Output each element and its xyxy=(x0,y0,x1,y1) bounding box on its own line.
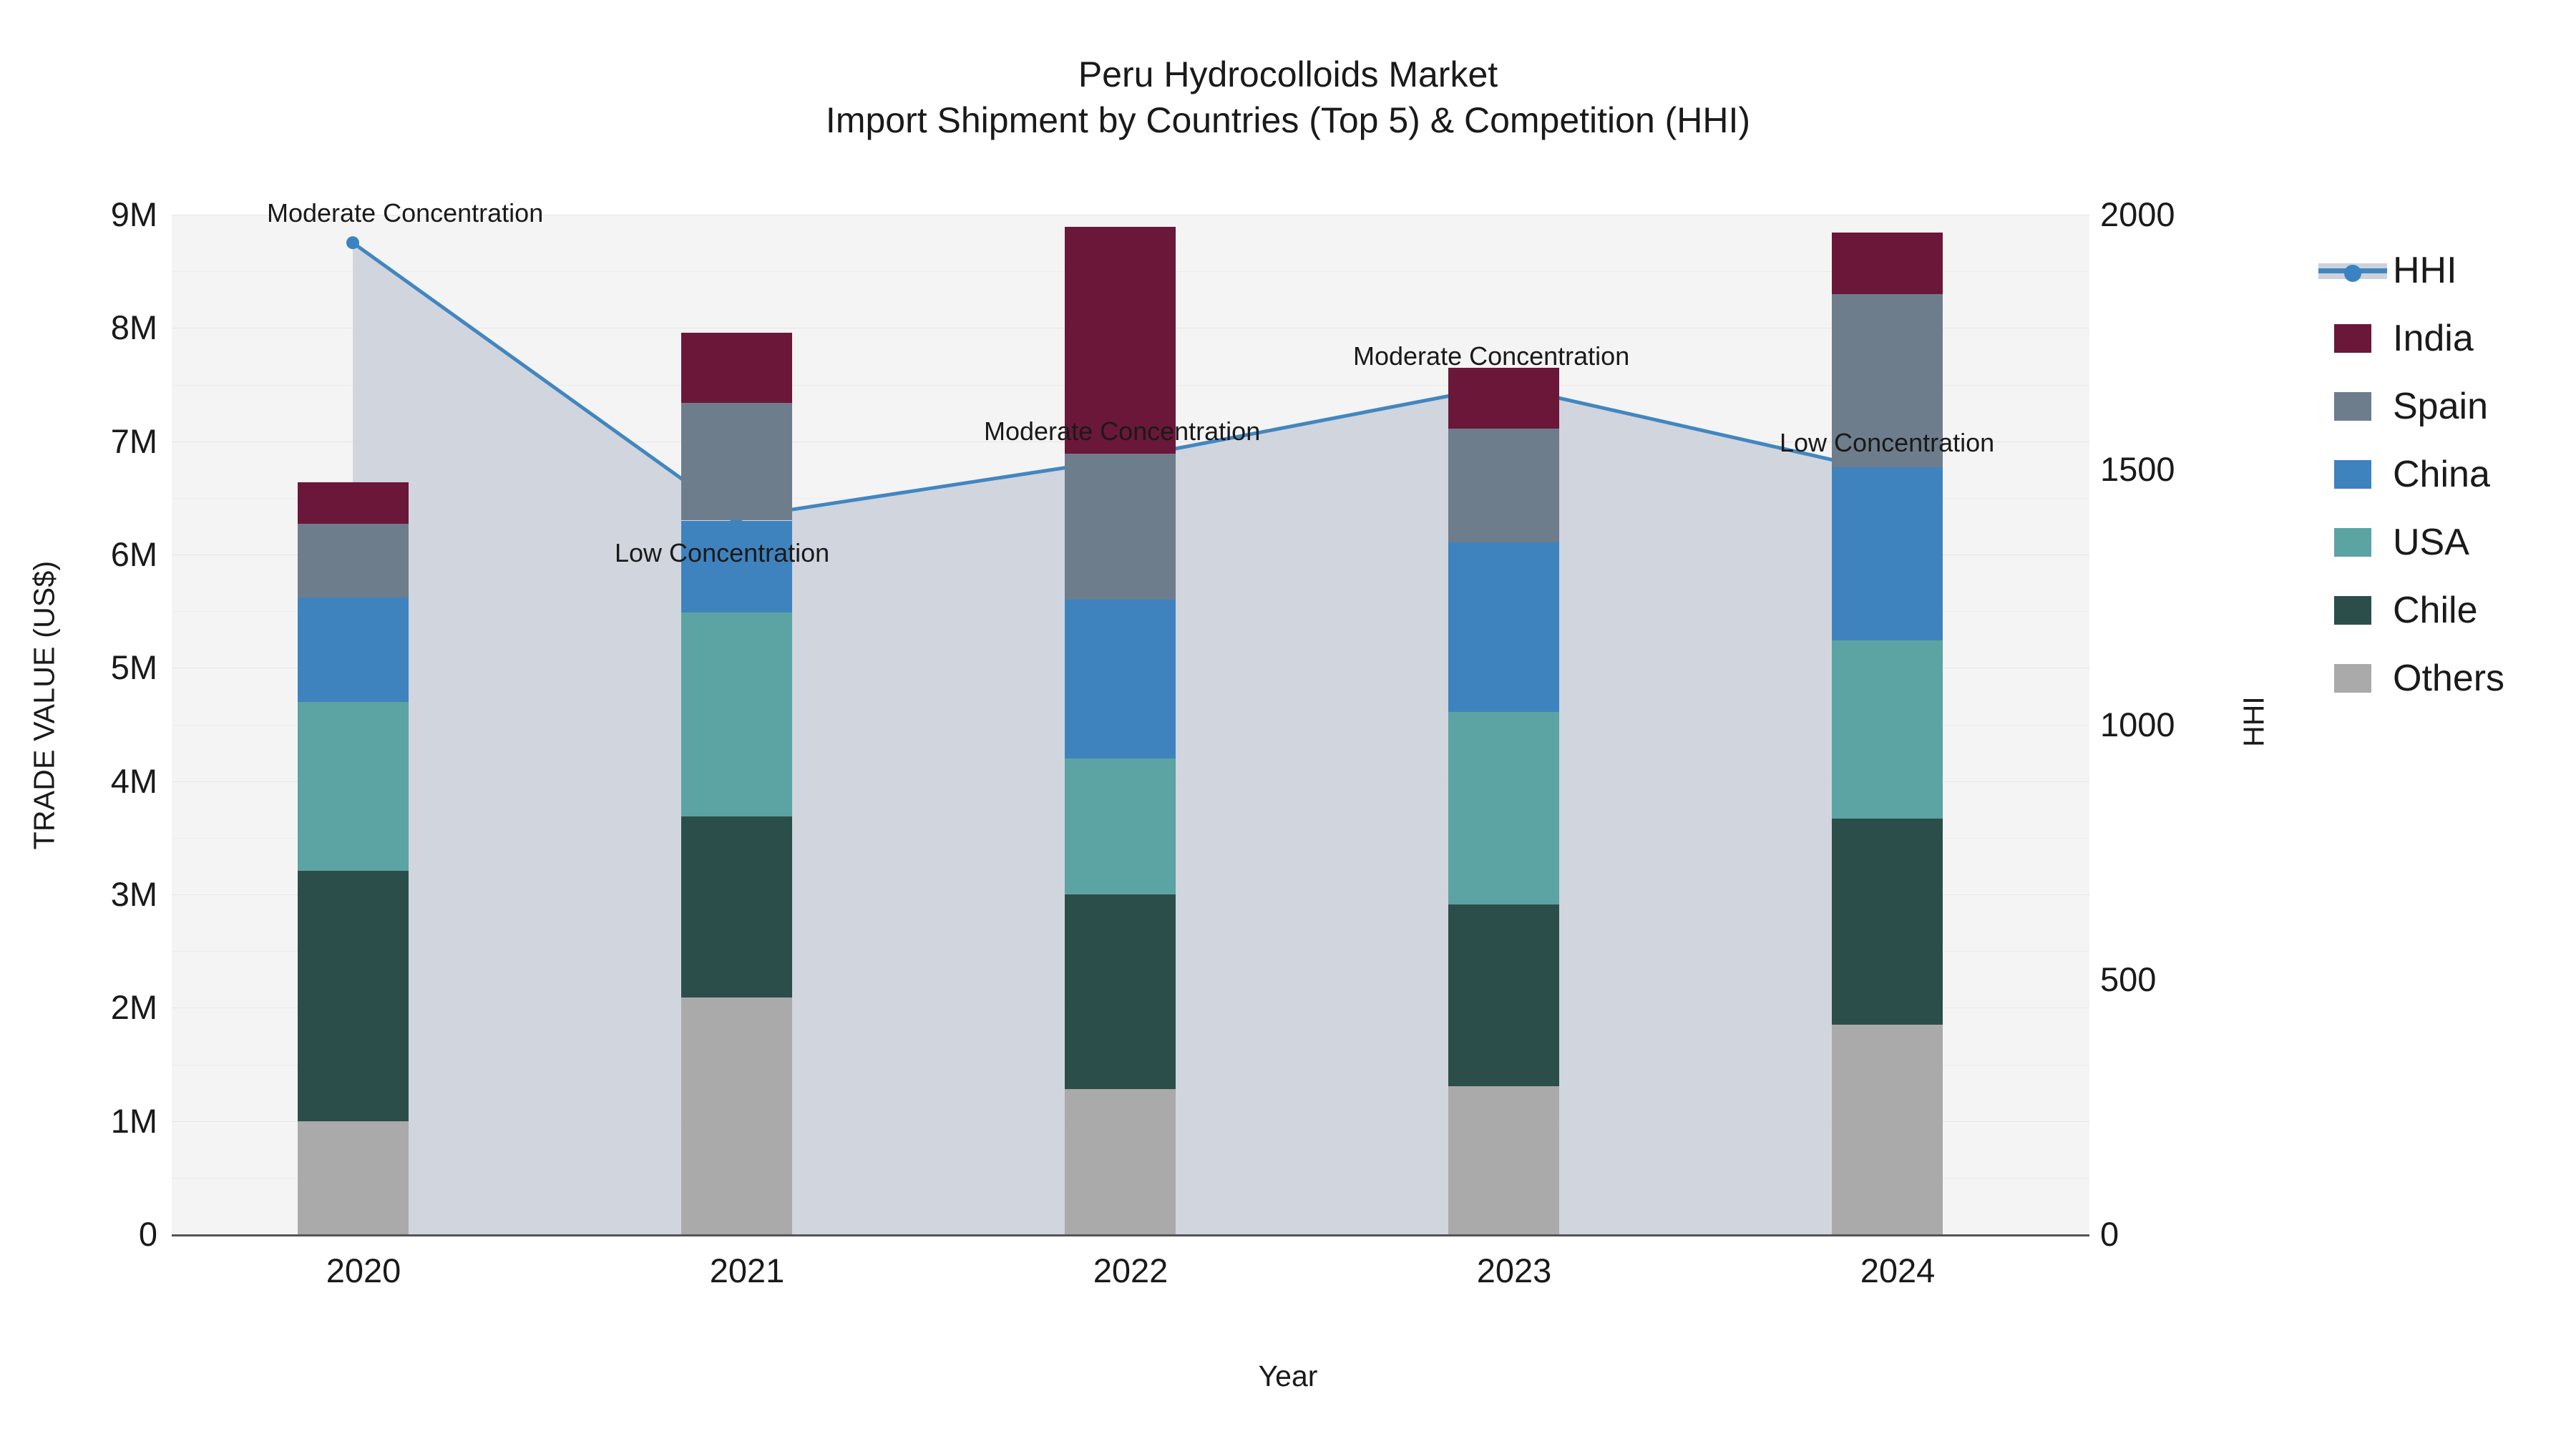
y-axis-right-title: HHI xyxy=(2237,696,2270,747)
bar-segment-china[interactable] xyxy=(1448,542,1559,713)
plot-area xyxy=(172,215,2089,1235)
legend-swatch-icon xyxy=(2334,459,2371,489)
y-axis-left-tick-label: 1M xyxy=(110,1101,157,1140)
legend-item-others[interactable]: Others xyxy=(2318,644,2576,712)
bar-segment-india[interactable] xyxy=(297,482,409,525)
legend-item-spain[interactable]: Spain xyxy=(2318,372,2576,440)
legend-swatch-icon xyxy=(2334,595,2371,625)
legend-item-label: Chile xyxy=(2393,589,2478,631)
y-axis-right-tick-label: 500 xyxy=(2100,960,2157,998)
bar-segment-spain[interactable] xyxy=(1831,293,1943,468)
legend-item-chile[interactable]: Chile xyxy=(2318,576,2576,644)
hhi-annotation-2023: Moderate Concentration xyxy=(1353,341,1630,371)
y-axis-left-tick-label: 8M xyxy=(110,308,157,347)
y-axis-right-tick-label: 2000 xyxy=(2100,195,2175,233)
bar-segment-spain[interactable] xyxy=(1448,429,1559,542)
bar-segment-usa[interactable] xyxy=(1064,758,1176,894)
legend-item-usa[interactable]: USA xyxy=(2318,508,2576,576)
y-axis-right-tick-label: 0 xyxy=(2100,1215,2119,1253)
bar-segment-usa[interactable] xyxy=(1448,712,1559,905)
bar-stack-2020[interactable] xyxy=(297,215,409,1234)
chart-legend: HHI India Spain China USA Chile Others xyxy=(2318,236,2576,712)
y-axis-left-tick-label: 7M xyxy=(110,421,157,460)
x-axis-tick-label: 2021 xyxy=(709,1252,785,1289)
legend-swatch-icon xyxy=(2334,391,2371,421)
y-axis-right-tick-label: 1500 xyxy=(2100,450,2175,489)
y-axis-right-tick-label: 1000 xyxy=(2100,705,2175,743)
bar-segment-china[interactable] xyxy=(1064,600,1176,758)
y-axis-left-tick-label: 9M xyxy=(110,195,157,233)
bar-segment-india[interactable] xyxy=(1448,367,1559,429)
legend-item-india[interactable]: India xyxy=(2318,304,2576,372)
bar-segment-chile[interactable] xyxy=(1448,904,1559,1086)
bar-segment-usa[interactable] xyxy=(297,701,409,871)
bar-stack-2021[interactable] xyxy=(680,215,792,1234)
y-axis-left-tick-label: 0 xyxy=(138,1215,157,1253)
hhi-annotation-2024: Low Concentration xyxy=(1780,427,1995,457)
hhi-annotation-2020: Moderate Concentration xyxy=(267,198,544,228)
bar-segment-chile[interactable] xyxy=(1064,894,1176,1090)
chart-title-line-1: Peru Hydrocolloids Market xyxy=(1078,54,1498,94)
hhi-line-swatch-icon xyxy=(2318,256,2387,285)
bar-segment-others[interactable] xyxy=(297,1121,409,1234)
y-axis-left-tick-label: 3M xyxy=(110,875,157,913)
bar-stack-2022[interactable] xyxy=(1064,215,1176,1234)
bar-segment-others[interactable] xyxy=(1064,1089,1176,1234)
bar-segment-chile[interactable] xyxy=(680,816,792,998)
legend-item-label: China xyxy=(2393,453,2490,495)
x-axis-tick-label: 2023 xyxy=(1476,1252,1552,1289)
bar-segment-others[interactable] xyxy=(1448,1085,1559,1234)
bar-stack-2024[interactable] xyxy=(1831,215,1943,1234)
legend-swatch-icon xyxy=(2334,323,2371,353)
bar-segment-chile[interactable] xyxy=(1831,818,1943,1025)
legend-item-china[interactable]: China xyxy=(2318,440,2576,508)
bar-segment-usa[interactable] xyxy=(680,612,792,816)
legend-item-hhi[interactable]: HHI xyxy=(2318,236,2576,304)
bar-segment-india[interactable] xyxy=(680,332,792,403)
bar-segment-chile[interactable] xyxy=(297,870,409,1121)
bar-segment-spain[interactable] xyxy=(297,524,409,598)
chart-title-line-2: Import Shipment by Countries (Top 5) & C… xyxy=(825,100,1751,140)
bar-segment-india[interactable] xyxy=(1064,227,1176,454)
bar-segment-spain[interactable] xyxy=(1064,454,1176,600)
legend-item-label: India xyxy=(2393,317,2474,359)
bar-segment-india[interactable] xyxy=(1831,233,1943,294)
bar-stack-2023[interactable] xyxy=(1448,215,1559,1234)
legend-item-label: Spain xyxy=(2393,385,2488,427)
x-axis-tick-label: 2024 xyxy=(1860,1252,1936,1289)
x-axis-tick-label: 2022 xyxy=(1093,1252,1169,1289)
y-axis-left-tick-label: 2M xyxy=(110,988,157,1027)
legend-item-label: HHI xyxy=(2393,249,2457,291)
bar-segment-usa[interactable] xyxy=(1831,640,1943,819)
x-axis-line xyxy=(172,1234,2089,1236)
legend-swatch-icon xyxy=(2334,663,2371,693)
bar-segment-spain[interactable] xyxy=(680,402,792,521)
y-axis-left-tick-label: 5M xyxy=(110,648,157,687)
bar-segment-others[interactable] xyxy=(1831,1025,1943,1234)
bar-segment-others[interactable] xyxy=(680,997,792,1234)
y-axis-left-title: TRADE VALUE (US$) xyxy=(27,560,61,850)
legend-swatch-icon xyxy=(2334,527,2371,557)
bar-segment-china[interactable] xyxy=(680,520,792,613)
hhi-annotation-2022: Moderate Concentration xyxy=(984,416,1261,446)
legend-item-label: USA xyxy=(2393,521,2469,563)
bar-segment-china[interactable] xyxy=(297,597,409,702)
y-axis-left-tick-label: 6M xyxy=(110,535,157,573)
legend-item-label: Others xyxy=(2393,657,2505,699)
chart-title: Peru Hydrocolloids Market Import Shipmen… xyxy=(0,52,2576,143)
x-axis-title: Year xyxy=(1258,1360,1318,1392)
hhi-annotation-2021: Low Concentration xyxy=(615,537,830,567)
bar-segment-china[interactable] xyxy=(1831,467,1943,641)
y-axis-left-tick-label: 4M xyxy=(110,761,157,800)
hhi-data-point xyxy=(346,236,359,250)
x-axis-tick-label: 2020 xyxy=(326,1252,401,1289)
